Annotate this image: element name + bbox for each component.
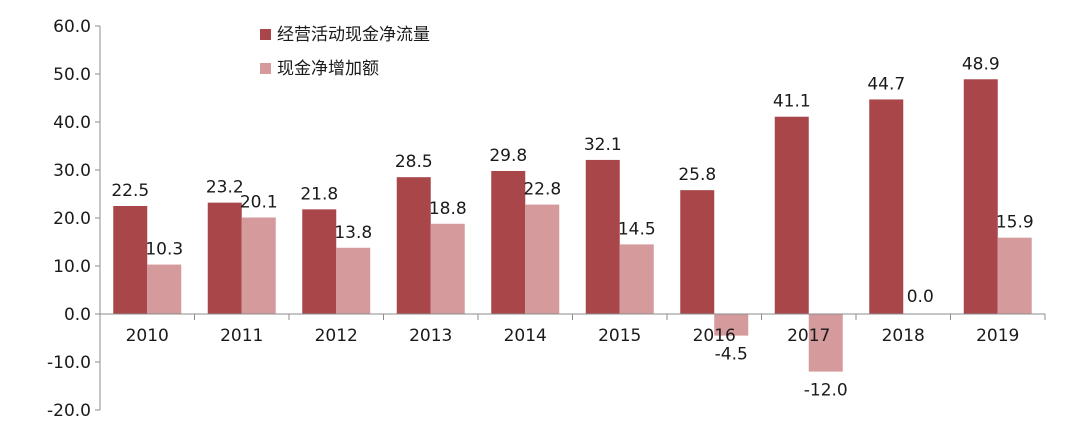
bar-net-cash-increase [336,247,371,314]
data-label: 25.8 [678,165,716,185]
bars-layer [113,79,1032,372]
x-tick-label: 2019 [976,326,1019,346]
bar-operating-cash-flow [680,190,715,314]
bar-net-cash-increase [808,314,843,372]
data-label: 0.0 [907,287,934,307]
bar-operating-cash-flow [774,116,809,314]
bar-net-cash-increase [241,217,276,314]
data-labels: 22.5 10.3 23.220.1 21.8 13.8 28.5 18.8 29.8 22.8… [111,54,1033,400]
data-label: 22.5 [111,181,149,201]
data-label: 22.8 [523,180,561,200]
data-label: 23.2 [206,178,244,198]
bar-operating-cash-flow [963,79,998,314]
y-tick-label: 30.0 [53,161,91,181]
y-tick-label: -20.0 [47,401,91,421]
data-label: 14.5 [618,219,656,239]
legend-label: 经营活动现金净流量 [277,25,430,45]
bar-operating-cash-flow [585,159,620,314]
data-label: 29.8 [489,146,527,166]
x-tick-label: 2015 [598,326,641,346]
bar-operating-cash-flow [113,206,148,314]
bar-net-cash-increase [714,314,749,336]
y-tick-label: 60.0 [53,17,91,37]
x-tick-label: 2010 [126,326,169,346]
y-tick-label: 40.0 [53,113,91,133]
y-tick-label: 20.0 [53,209,91,229]
legend-label: 现金净增加额 [277,59,379,79]
bar-operating-cash-flow [302,209,337,314]
legend-swatch [260,63,271,74]
bar-operating-cash-flow [396,177,431,314]
x-tick-label: 2014 [504,326,547,346]
data-label: 41.1 [773,92,811,112]
y-tick-label: 50.0 [53,65,91,85]
data-label: 10.3 [145,240,183,260]
data-label: 15.9 [996,213,1034,233]
data-label: 21.8 [300,184,338,204]
axis-layer [95,25,1046,411]
legend-swatch [260,29,271,40]
y-tick-labels: 60.0 50.0 40.0 30.0 20.0 10.0 0.0 -10.0 -20.0 [47,17,91,421]
x-tick-label: 2018 [882,326,925,346]
x-tick-label: 2011 [220,326,263,346]
bar-net-cash-increase [619,244,654,314]
bar-net-cash-increase [525,204,560,314]
y-tick-label: 10.0 [53,257,91,277]
x-tick-label: 2016 [693,326,736,346]
data-label: 44.7 [867,74,905,94]
y-tick-label: -10.0 [47,353,91,373]
x-tick-label: 2013 [409,326,452,346]
data-label: 28.5 [395,152,433,172]
data-label: 18.8 [429,199,467,219]
x-tick-labels: 2010 2011 2012 2013 2014 2015 2016 2017 2018 2019 [126,326,1020,346]
data-label: 20.1 [240,193,278,213]
bar-operating-cash-flow [207,202,242,314]
bar-net-cash-increase [997,237,1032,314]
bar-net-cash-increase [430,223,465,314]
bar-operating-cash-flow [491,170,526,314]
x-tick-label: 2017 [787,326,830,346]
bar-operating-cash-flow [869,99,904,314]
data-label: 32.1 [584,135,622,155]
x-tick-label: 2012 [315,326,358,346]
data-label: -12.0 [804,381,848,401]
data-label: 48.9 [962,54,1000,74]
data-label: -4.5 [715,345,748,365]
data-label: 13.8 [334,223,372,243]
bar-net-cash-increase [147,264,182,314]
y-tick-label: 0.0 [64,305,91,325]
